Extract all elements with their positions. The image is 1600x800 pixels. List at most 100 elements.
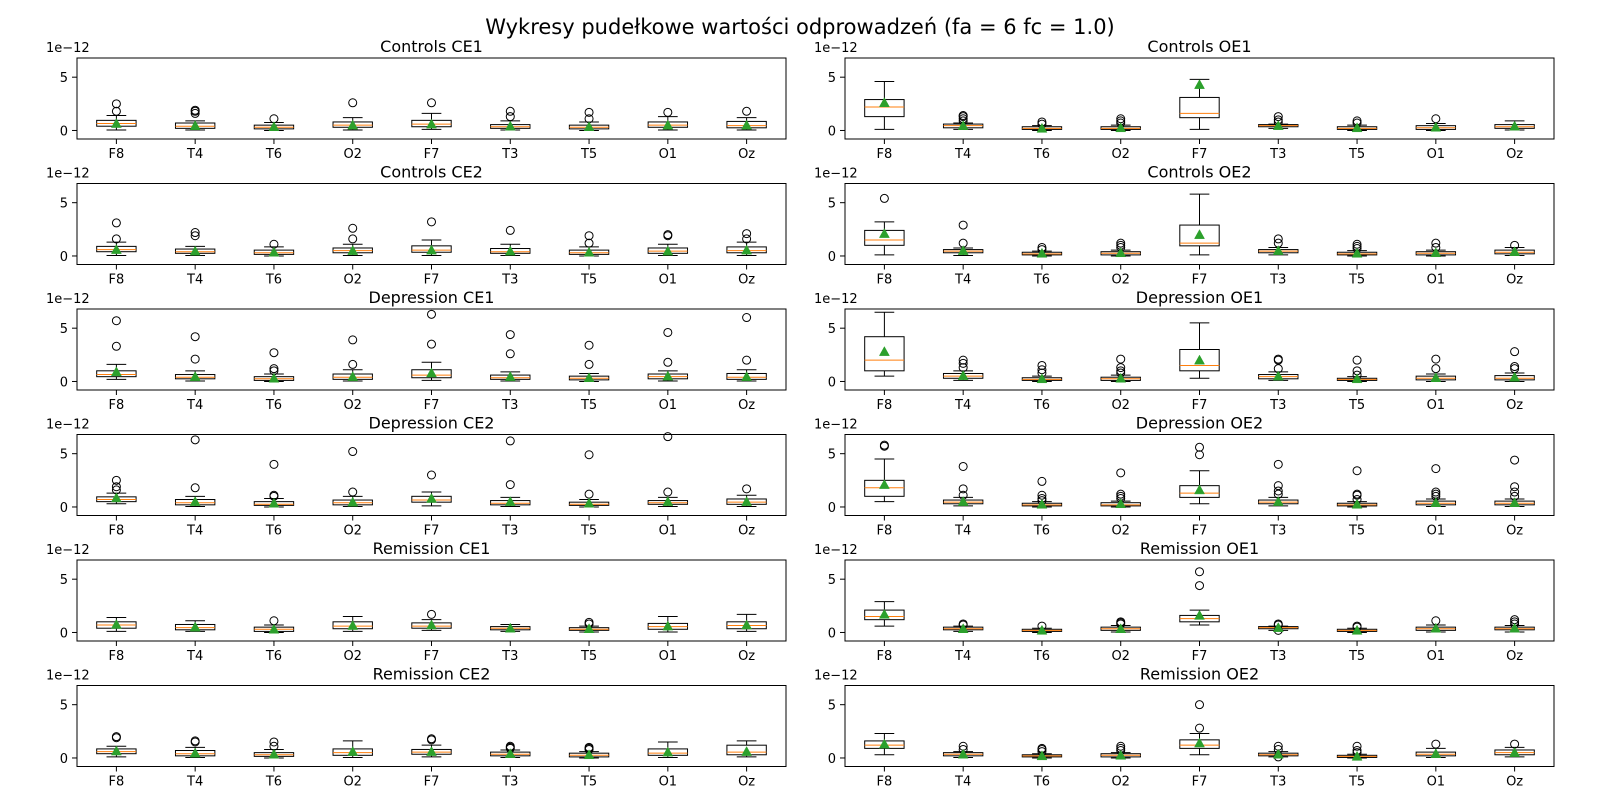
x-tick-label: F8 (877, 398, 893, 413)
x-tick-label: Oz (1506, 649, 1523, 664)
box-T5 (1336, 239, 1378, 258)
x-tick-label: F8 (877, 524, 893, 539)
flier (1510, 347, 1520, 357)
mean-marker (1272, 370, 1284, 381)
subplot-title: Depression CE2 (369, 414, 495, 433)
x-tick-label: O2 (343, 273, 362, 288)
x-tick-label: O1 (1427, 649, 1446, 664)
box-T3 (1258, 354, 1299, 381)
box-Oz (1494, 455, 1535, 507)
flier (958, 220, 968, 230)
x-tick-label: T5 (1348, 775, 1365, 790)
x-tick-label: O2 (1111, 649, 1130, 664)
x-tick-label: T5 (580, 775, 597, 790)
box-F8 (864, 80, 905, 130)
flier (1195, 723, 1204, 733)
box-F7 (411, 309, 452, 381)
mean-marker (1036, 373, 1048, 384)
x-tick-label: T6 (1033, 398, 1050, 413)
flier (742, 229, 752, 239)
flier (111, 218, 121, 228)
mean-marker (662, 620, 674, 631)
mean-marker (662, 119, 674, 130)
mean-marker (878, 228, 890, 238)
box-F7 (1179, 567, 1220, 626)
flier (427, 217, 436, 227)
axes-frame (844, 434, 1555, 516)
box-O1 (647, 615, 689, 633)
mean-marker (426, 746, 437, 756)
flier (1116, 238, 1126, 248)
x-tick-label: T4 (186, 649, 203, 664)
box-F8 (864, 440, 905, 503)
mean-marker (189, 245, 201, 256)
mean-marker (189, 621, 201, 632)
box-T6 (253, 616, 295, 634)
mean-marker (957, 370, 969, 380)
box-Oz (1494, 615, 1535, 633)
box-Oz (1494, 120, 1535, 131)
flier (958, 461, 968, 471)
mean-marker (1036, 624, 1048, 635)
box-Oz (726, 484, 767, 507)
box-T4 (174, 228, 216, 256)
flier (190, 105, 200, 115)
x-tick-label: O1 (1427, 147, 1446, 162)
mean-marker (347, 746, 359, 756)
flier (584, 231, 594, 241)
box-F7 (411, 470, 452, 507)
flier (1116, 489, 1126, 499)
box-T4 (942, 355, 984, 381)
mean-marker (1115, 372, 1127, 383)
box-T6 (1021, 242, 1063, 258)
mean-marker (1351, 498, 1363, 509)
mean-marker (1351, 750, 1363, 761)
x-tick-label: T4 (186, 775, 203, 790)
box-T5 (1336, 355, 1378, 384)
box-F7 (411, 734, 452, 758)
box-O2 (1100, 238, 1141, 258)
box-T3 (1258, 741, 1299, 762)
box-T3 (490, 106, 531, 131)
flier (348, 359, 358, 369)
x-tick-label: O2 (1111, 273, 1130, 288)
subplot: Remission OE2 1e−12 0 5 F8 T4 T6 O2 F7 T3 T5 O1 Oz (814, 665, 1555, 790)
mean-marker (1194, 354, 1205, 365)
box-O1 (647, 741, 689, 758)
flier (348, 98, 358, 108)
axis-offset-label: 1e−12 (46, 543, 90, 558)
mean-marker (347, 371, 359, 381)
axes-frame (76, 559, 787, 642)
box-T5 (568, 340, 610, 382)
y-tick-label: 0 (60, 250, 68, 265)
axes-frame (844, 685, 1555, 767)
flier (505, 330, 515, 340)
flier (1037, 476, 1047, 486)
x-tick-label: T4 (954, 524, 971, 539)
flier (427, 98, 436, 108)
flier (1273, 486, 1283, 496)
x-tick-label: O2 (1111, 147, 1130, 162)
x-tick-label: T5 (1348, 273, 1365, 288)
flier (1195, 700, 1204, 710)
box-T4 (942, 111, 984, 130)
mean-marker (1115, 623, 1127, 633)
mean-marker (1272, 748, 1284, 759)
x-tick-label: T4 (954, 398, 971, 413)
box-F8 (96, 475, 137, 505)
mean-marker (957, 496, 969, 506)
box-F7 (411, 217, 452, 256)
x-tick-label: T4 (954, 649, 971, 664)
flier (190, 483, 200, 493)
x-tick-label: F8 (877, 775, 893, 790)
y-tick-label: 0 (60, 124, 68, 139)
box-T6 (1021, 476, 1063, 509)
flier (348, 487, 358, 497)
mean-marker (1272, 496, 1284, 506)
x-tick-label: T3 (501, 524, 518, 539)
x-tick-label: F7 (1192, 273, 1208, 288)
mean-marker (110, 492, 122, 503)
mean-marker (741, 119, 753, 130)
mean-marker (1509, 371, 1521, 382)
